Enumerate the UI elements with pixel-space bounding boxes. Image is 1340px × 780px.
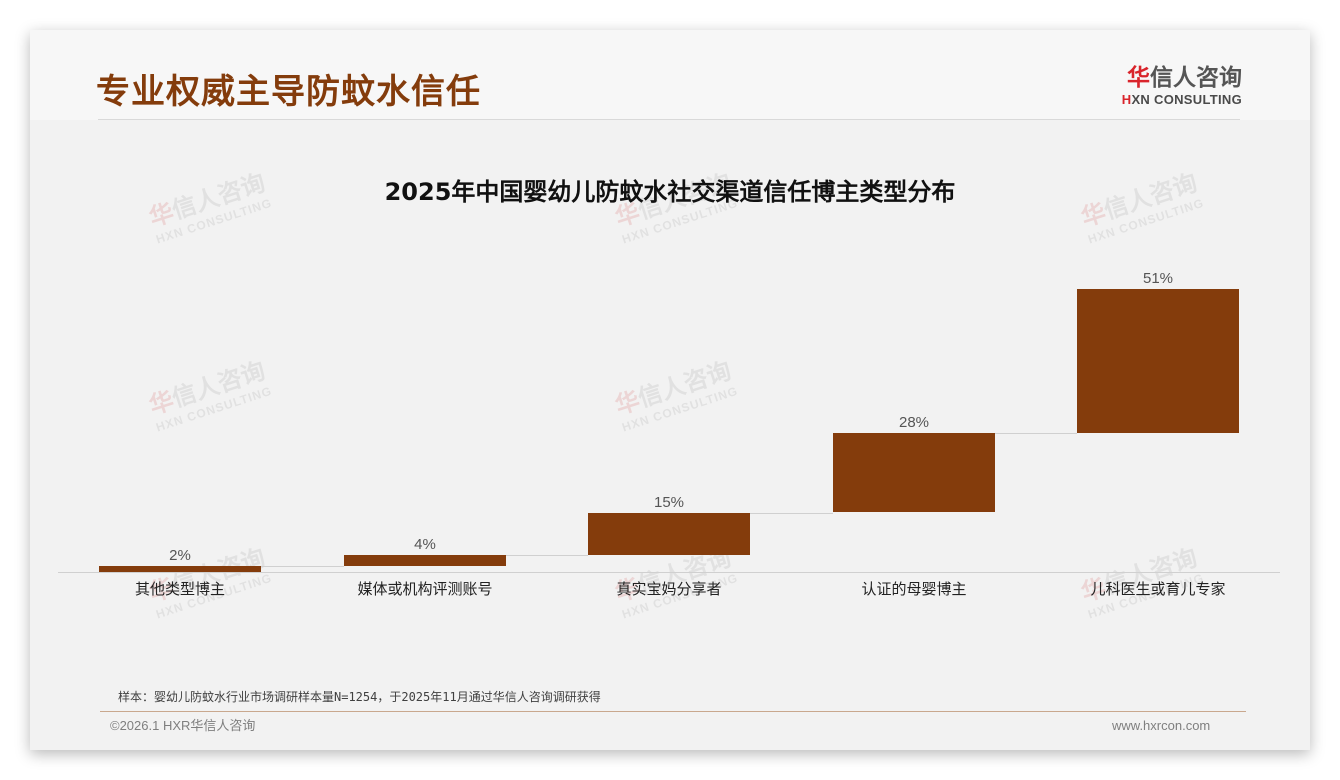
bar-value-label: 28%	[898, 414, 930, 431]
page-title: 专业权威主导防蚊水信任	[96, 72, 481, 112]
bar[interactable]	[833, 433, 995, 512]
brand-logo: 华信人咨询 HXN CONSULTING	[1110, 64, 1242, 108]
logo-en-text: HXN CONSULTING	[1121, 92, 1242, 107]
chart-title: 2025年中国婴幼儿防蚊水社交渠道信任博主类型分布	[384, 178, 956, 206]
waterfall-chart: 2% 其他类型博主 4% 媒体或机构评测账号 15% 真实宝妈分享者 28% 认证的母婴博主 5…	[30, 30, 1310, 750]
x-axis-line	[58, 572, 1280, 573]
sample-note: 样本：婴幼儿防蚊水行业市场调研样本量N=1254，于2025年11月通过华信人咨…	[118, 690, 601, 704]
slide-card: 专业权威主导防蚊水信任 华信人咨询 HXN CONSULTING 华信人咨询 HX…	[30, 30, 1310, 750]
bar[interactable]	[344, 555, 506, 566]
waterfall-connector	[261, 566, 344, 567]
category-label: 儿科医生或育儿专家	[1090, 580, 1226, 598]
bar-value-label: 15%	[653, 494, 685, 511]
category-label: 媒体或机构评测账号	[357, 580, 493, 598]
waterfall-connector	[995, 433, 1077, 434]
bar[interactable]	[1077, 289, 1239, 433]
header-divider	[98, 119, 1240, 120]
waterfall-connector	[750, 513, 833, 514]
waterfall-connector	[506, 555, 588, 556]
bar[interactable]	[99, 566, 261, 572]
slide-header	[30, 30, 1310, 120]
category-label: 认证的母婴博主	[861, 580, 967, 598]
bar-value-label: 2%	[169, 547, 191, 564]
footer-divider	[100, 711, 1246, 712]
copyright-text: ©2026.1 HXR华信人咨询	[110, 718, 256, 733]
category-label: 真实宝妈分享者	[616, 580, 722, 598]
category-label: 其他类型博主	[134, 580, 225, 598]
logo-cn-text: 华信人咨询	[1127, 65, 1242, 91]
website-link[interactable]: www.hxrcon.com	[1112, 718, 1211, 733]
bar[interactable]	[588, 513, 750, 555]
bar-value-label: 4%	[414, 536, 436, 553]
bar-value-label: 51%	[1142, 270, 1174, 287]
